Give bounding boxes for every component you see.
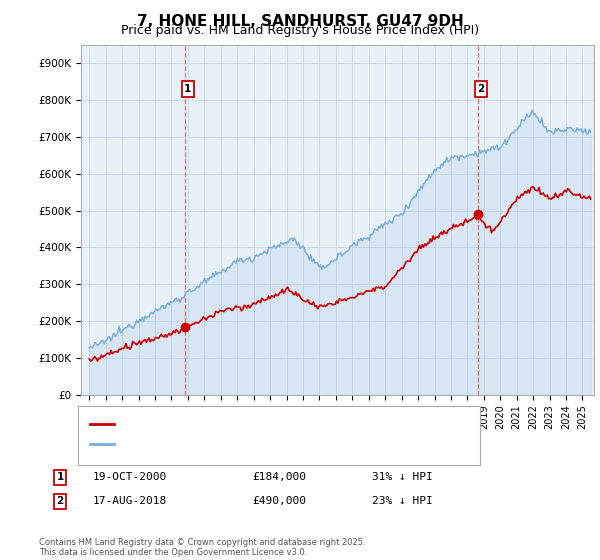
Text: 7, HONE HILL, SANDHURST, GU47 9DH: 7, HONE HILL, SANDHURST, GU47 9DH	[137, 14, 463, 29]
Text: Price paid vs. HM Land Registry's House Price Index (HPI): Price paid vs. HM Land Registry's House …	[121, 24, 479, 37]
Text: Contains HM Land Registry data © Crown copyright and database right 2025.
This d: Contains HM Land Registry data © Crown c…	[39, 538, 365, 557]
Text: HPI: Average price, detached house, Bracknell Forest: HPI: Average price, detached house, Brac…	[118, 438, 395, 449]
Text: 19-OCT-2000: 19-OCT-2000	[93, 472, 167, 482]
Text: 7, HONE HILL, SANDHURST, GU47 9DH (detached house): 7, HONE HILL, SANDHURST, GU47 9DH (detac…	[118, 419, 415, 429]
Text: 1: 1	[184, 84, 191, 94]
Text: 23% ↓ HPI: 23% ↓ HPI	[372, 496, 433, 506]
Text: 2: 2	[477, 84, 485, 94]
Text: £490,000: £490,000	[252, 496, 306, 506]
Text: £184,000: £184,000	[252, 472, 306, 482]
Text: 2: 2	[56, 496, 64, 506]
Text: 31% ↓ HPI: 31% ↓ HPI	[372, 472, 433, 482]
Text: 17-AUG-2018: 17-AUG-2018	[93, 496, 167, 506]
Text: 1: 1	[56, 472, 64, 482]
